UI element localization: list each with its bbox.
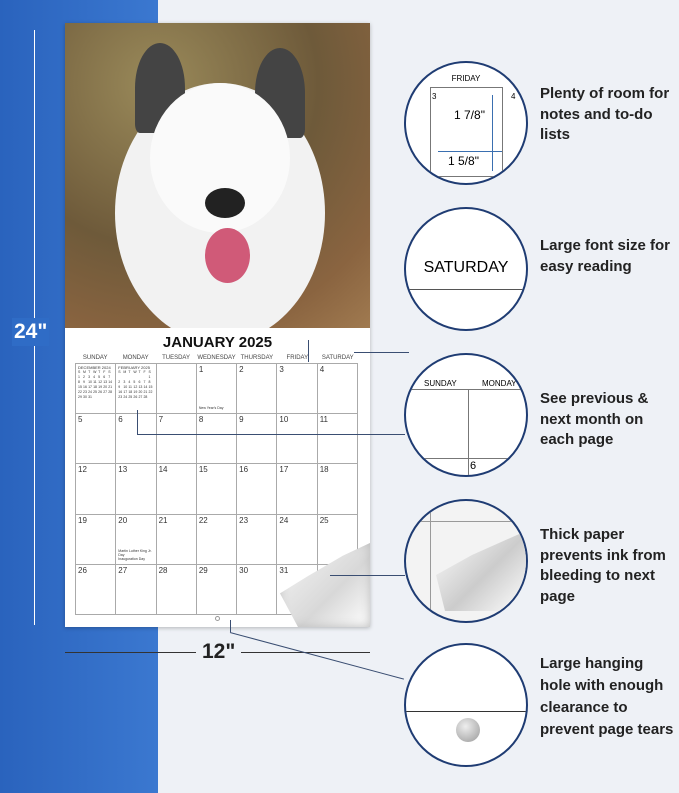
wall-calendar: JANUARY 2025 SUNDAY MONDAY TUESDAY WEDNESDA… xyxy=(65,23,370,627)
day-cell[interactable]: 8 xyxy=(196,414,238,465)
weekday-monday: MONDAY xyxy=(122,355,149,361)
day-cell[interactable]: 30 xyxy=(237,564,278,615)
day-cell[interactable]: 3 xyxy=(277,364,318,415)
width-label: 12" xyxy=(196,640,242,664)
mini-month: DECEMBER 2024 S M T W T F S 1 2 3 4 5 6 7 8 9 10 11 12 13 14 1… xyxy=(78,365,113,399)
weekday-thursday: THURSDAY xyxy=(240,355,274,361)
day-cell[interactable]: 6 xyxy=(116,414,157,465)
day-cell[interactable]: FEBRUARY 2025 S M T W T F S 1 2 3 4 5 6 7 8 9 10 11 12 13 14 1… xyxy=(116,364,157,415)
feature-mini-months: See previous & next month on each page xyxy=(540,390,649,448)
day-cell[interactable]: 12 xyxy=(76,464,117,515)
hanging-hole-detail xyxy=(404,643,528,767)
day-cell[interactable]: 17 xyxy=(277,464,318,515)
mini-month: FEBRUARY 2025 S M T W T F S 1 2 3 4 5 6 7 8 9 10 11 12 13 14 1… xyxy=(118,365,153,399)
day-cell[interactable]: 20 Martin Luther King Jr. Day Inauguration… xyxy=(116,514,157,565)
day-cell[interactable]: 26 xyxy=(76,564,117,615)
feature-font: Large font size for easy reading xyxy=(540,237,671,275)
weekday-tuesday: TUESDAY xyxy=(162,355,190,361)
day-cell[interactable]: DECEMBER 2024 S M T W T F S 1 2 3 4 5 6 7 8 9 10 11 12 13 14 1… xyxy=(76,364,117,415)
height-measure: 1 7/8" xyxy=(454,108,485,122)
weekday-friday: FRIDAY xyxy=(286,355,309,361)
feature-hole: Large hanging hole with enough clearance… xyxy=(540,655,674,738)
day-cell[interactable]: 15 xyxy=(196,464,238,515)
weekday-saturday: SATURDAY xyxy=(321,355,354,361)
day-cell[interactable]: 4 xyxy=(317,364,358,415)
height-label: 24" xyxy=(12,318,50,346)
month-title: JANUARY 2025 xyxy=(162,334,273,351)
width-measure: 1 5/8" xyxy=(448,154,479,168)
day-cell[interactable]: 13 xyxy=(116,464,157,515)
day-cell[interactable]: 18 xyxy=(317,464,358,515)
day-cell[interactable]: 23 xyxy=(237,514,278,565)
notes-space-detail: FRIDAY 3 4 1 7/8" 1 5/8" xyxy=(404,61,528,185)
day-cell[interactable]: 11 xyxy=(317,414,358,465)
day-cell[interactable]: 29 xyxy=(196,564,238,615)
weekday-header: SUNDAY MONDAY TUESDAY WEDNESDAY THURSDAY FRID… xyxy=(75,355,358,361)
weekday-wednesday: WEDNESDAY xyxy=(197,355,236,361)
day-cell[interactable]: 14 xyxy=(156,464,197,515)
feature-paper: Thick paper prevents ink from bleeding t… xyxy=(540,526,666,605)
day-cell[interactable]: 21 xyxy=(156,514,197,565)
husky-photo xyxy=(65,23,370,328)
day-cell[interactable] xyxy=(156,364,197,415)
weekday-sunday: SUNDAY xyxy=(82,355,108,361)
feature-notes: Plenty of room for notes and to-do lists xyxy=(540,85,670,143)
day-cell[interactable]: 19 xyxy=(76,514,117,565)
calendar-grid: DECEMBER 2024 S M T W T F S 1 2 3 4 5 6 7 8 9 10 11 12 13 14 1… xyxy=(75,363,358,615)
day-cell[interactable]: 9 xyxy=(237,414,278,465)
day-cell[interactable]: 5 xyxy=(76,414,117,465)
paper-detail xyxy=(404,499,528,623)
day-cell[interactable]: 28 xyxy=(156,564,197,615)
holiday-note: New Year's Day xyxy=(198,406,224,411)
holiday-note: Martin Luther King Jr. Day Inauguration D… xyxy=(118,548,152,561)
day-cell[interactable]: 1 New Year's Day xyxy=(196,364,238,415)
hanging-hole xyxy=(215,616,220,621)
day-cell[interactable]: 2 xyxy=(237,364,278,415)
day-cell[interactable]: 27 xyxy=(116,564,157,615)
day-cell[interactable]: 24 xyxy=(277,514,318,565)
mini-months-detail: SUNDAY MONDAY 6 xyxy=(404,353,528,477)
font-size-detail: SATURDAY xyxy=(404,207,528,331)
day-cell[interactable]: 22 xyxy=(196,514,238,565)
day-cell[interactable]: 16 xyxy=(237,464,278,515)
day-cell[interactable]: 10 xyxy=(277,414,318,465)
day-cell[interactable]: 7 xyxy=(156,414,197,465)
